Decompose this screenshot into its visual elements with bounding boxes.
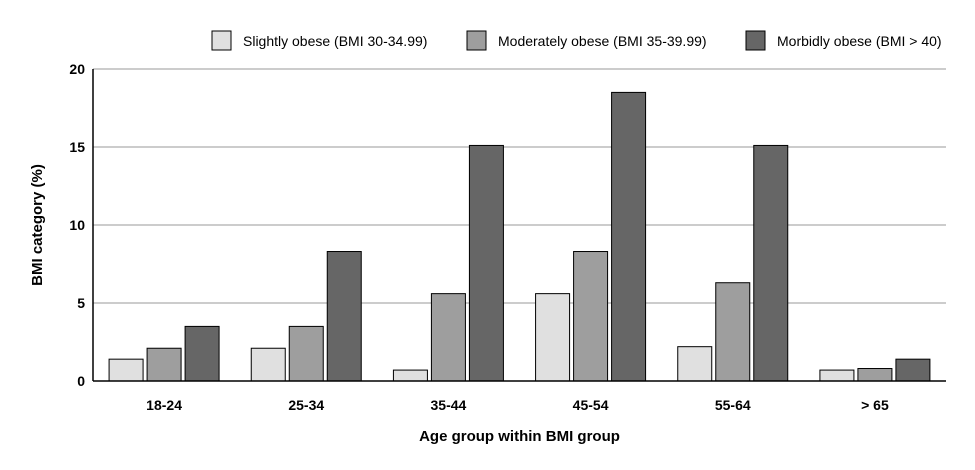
bar [108, 358, 144, 382]
y-tick-label: 5 [77, 295, 85, 311]
bar [573, 251, 609, 382]
bar [146, 347, 182, 382]
bar [819, 369, 855, 382]
x-tick-label: 35-44 [431, 397, 467, 413]
bar [468, 144, 504, 382]
bar [677, 346, 713, 382]
bar [715, 282, 751, 382]
bar [611, 91, 647, 382]
x-tick-label: 55-64 [715, 397, 751, 413]
y-tick-label: 15 [69, 139, 85, 155]
axes [92, 69, 946, 382]
x-axis-title: Age group within BMI group [419, 428, 620, 445]
bar [288, 325, 324, 382]
x-tick-labels: 18-24 25-34 35-44 45-54 55-64 > 65 [146, 397, 889, 413]
gridlines [93, 68, 946, 304]
x-tick-label: 25-34 [288, 397, 324, 413]
bar [392, 369, 428, 382]
legend: Slightly obese (BMI 30-34.99) Moderately … [211, 30, 942, 51]
bar [184, 325, 220, 382]
legend-label: Morbidly obese (BMI > 40) [777, 33, 942, 49]
x-tick-label: 45-54 [573, 397, 609, 413]
y-tick-label: 0 [77, 373, 85, 389]
bar [753, 144, 789, 382]
bar [250, 347, 286, 382]
bar [430, 293, 466, 382]
x-tick-label: > 65 [861, 397, 889, 413]
y-tick-labels: 0 5 10 15 20 [69, 61, 85, 389]
y-axis-title: BMI category (%) [29, 164, 46, 286]
legend-swatch [211, 30, 232, 51]
x-tick-label: 18-24 [146, 397, 182, 413]
legend-swatch [745, 30, 766, 51]
y-tick-label: 10 [69, 217, 85, 233]
legend-swatch [466, 30, 487, 51]
bar [895, 358, 931, 382]
bar [535, 293, 571, 382]
y-tick-label: 20 [69, 61, 85, 77]
bar [326, 251, 362, 382]
legend-label: Moderately obese (BMI 35-39.99) [498, 33, 707, 49]
bar [857, 368, 893, 382]
legend-label: Slightly obese (BMI 30-34.99) [243, 33, 427, 49]
bars [108, 91, 931, 382]
